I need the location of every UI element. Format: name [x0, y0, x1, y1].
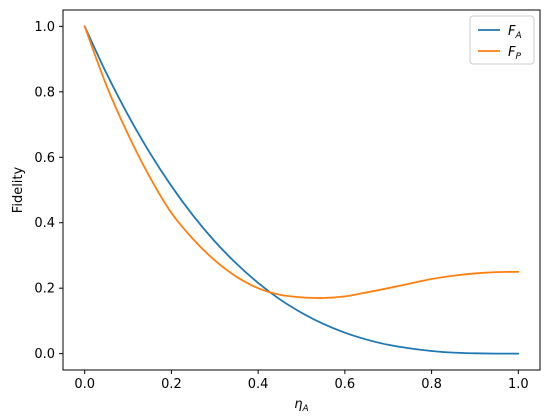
- x-axis-label-sub: A: [302, 404, 309, 414]
- x-tick-label: 0.0: [74, 377, 95, 392]
- y-tick-label: 0.4: [34, 216, 55, 231]
- legend-label-sub: P: [515, 52, 521, 62]
- y-axis-ticks: 0.0 0.2 0.4 0.6 0.8 1.0: [34, 20, 63, 362]
- y-axis-label: Fidelity: [11, 166, 26, 213]
- x-tick-label: 0.8: [421, 377, 442, 392]
- legend-box: [469, 15, 535, 65]
- series-line-f-a: [83, 25, 520, 355]
- x-tick-label: 1.0: [508, 377, 529, 392]
- y-tick-label: 0.6: [34, 151, 55, 166]
- legend-label-main: F: [508, 45, 516, 60]
- series-layer: [83, 25, 520, 355]
- x-tick-label: 0.4: [248, 377, 269, 392]
- x-tick-label: 0.6: [335, 377, 356, 392]
- legend-label-main: F: [508, 24, 516, 39]
- x-axis-label-main: η: [294, 397, 302, 412]
- x-tick-label: 0.2: [161, 377, 182, 392]
- x-axis-ticks: 0.0 0.2 0.4 0.6 0.8 1.0: [74, 370, 529, 392]
- x-axis-label: ηA: [294, 397, 308, 414]
- legend-label-sub: A: [514, 31, 521, 41]
- y-tick-label: 1.0: [34, 20, 55, 35]
- y-tick-label: 0.0: [34, 347, 55, 362]
- legend-label: FP: [508, 45, 521, 62]
- y-tick-label: 0.2: [34, 282, 55, 297]
- series-line-f-p: [83, 25, 520, 299]
- legend-label: FA: [508, 24, 522, 41]
- y-tick-label: 0.8: [34, 85, 55, 100]
- plot-frame: [62, 9, 541, 371]
